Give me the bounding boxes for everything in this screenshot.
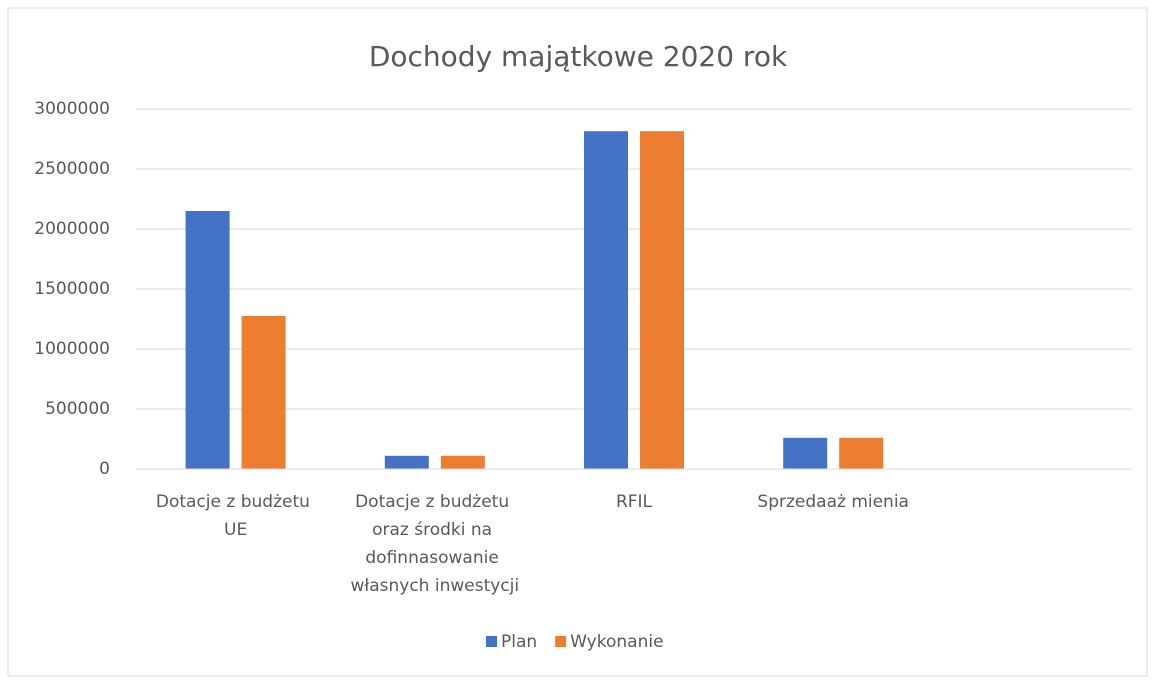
bar bbox=[584, 131, 628, 469]
legend-label: Wykonanie bbox=[570, 632, 663, 652]
y-tick-label: 1500000 bbox=[34, 279, 110, 299]
legend-label: Plan bbox=[501, 632, 537, 652]
legend-swatch bbox=[486, 636, 497, 647]
x-tick-label: Sprzedaaż mienia bbox=[757, 492, 909, 512]
y-tick-label: 2000000 bbox=[34, 219, 110, 239]
x-tick-label: Dotacje z budżetu UE bbox=[156, 492, 315, 540]
x-tick-label: Dotacje z budżetu oraz środki na dofinna… bbox=[350, 492, 519, 596]
y-tick-label: 3000000 bbox=[34, 99, 110, 119]
y-tick-label: 0 bbox=[99, 459, 110, 479]
bar bbox=[384, 455, 429, 469]
x-tick-label: RFIL bbox=[616, 492, 653, 512]
bar bbox=[783, 437, 828, 469]
bar bbox=[839, 437, 884, 469]
bar bbox=[241, 316, 286, 469]
legend-swatch bbox=[555, 636, 567, 647]
bar bbox=[640, 131, 684, 469]
chart-title: Dochody majątkowe 2020 rok bbox=[369, 40, 788, 73]
y-tick-label: 2500000 bbox=[34, 159, 110, 179]
y-tick-label: 1000000 bbox=[34, 339, 110, 359]
y-tick-label: 500000 bbox=[45, 399, 110, 419]
bar bbox=[440, 455, 485, 469]
bar bbox=[185, 211, 230, 469]
chart-frame bbox=[7, 7, 1148, 677]
